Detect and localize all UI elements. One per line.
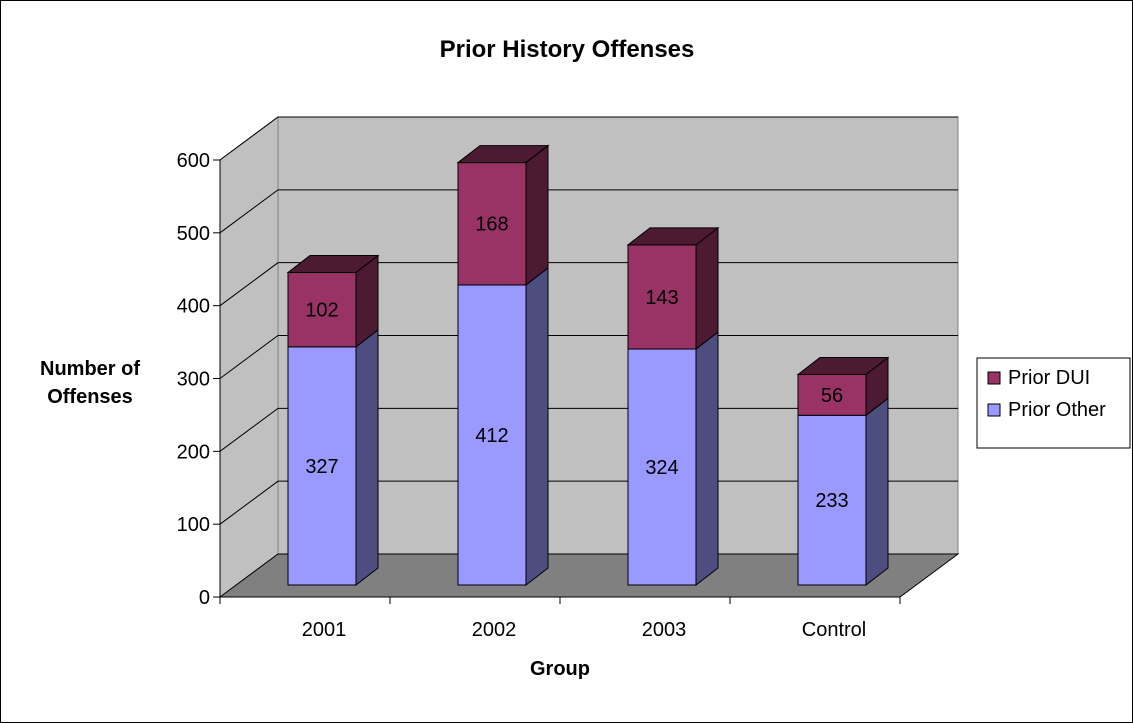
bar-front [627, 348, 697, 586]
data-label: 56 [821, 385, 843, 407]
data-label: 324 [645, 457, 678, 479]
bar-side [865, 397, 889, 587]
data-label: 412 [475, 425, 508, 447]
x-tick-label: 2001 [302, 619, 347, 641]
gridline [219, 189, 958, 234]
bar-side [695, 331, 719, 587]
y-tick-label: 500 [177, 223, 210, 245]
gridline [219, 262, 958, 307]
y-tick-label: 0 [199, 587, 210, 609]
legend-swatch [987, 403, 1001, 417]
legend-box [976, 357, 1131, 449]
y-axis-title-line-2: Offenses [47, 386, 133, 408]
bar-front [457, 284, 527, 586]
data-label: 102 [305, 300, 338, 322]
data-label: 327 [305, 456, 338, 478]
bars [286, 144, 890, 587]
y-tick-label: 100 [177, 514, 210, 536]
bar-top [286, 255, 380, 274]
legend-label: Prior Other [1008, 399, 1106, 421]
x-tick-label: 2002 [472, 619, 517, 641]
data-label: 168 [475, 214, 508, 236]
chart-title: Prior History Offenses [440, 36, 695, 63]
data-label: 233 [815, 490, 848, 512]
x-axis: 2001 2002 2003 Control [219, 596, 901, 641]
y-tick-label: 400 [177, 296, 210, 318]
bar-side [525, 144, 549, 286]
gridline [219, 116, 958, 161]
gridline [219, 480, 958, 525]
gridlines [219, 116, 958, 525]
bar-side [525, 266, 549, 587]
data-label: 143 [645, 287, 678, 309]
bar-side [355, 328, 379, 587]
bar-side [695, 226, 719, 351]
gridline [219, 407, 958, 452]
y-tick-label: 200 [177, 441, 210, 463]
bar-top [626, 227, 720, 246]
bar-top [456, 145, 550, 164]
legend-swatch [987, 371, 1001, 385]
x-tick-label: 2003 [642, 619, 687, 641]
data-labels: 327 102 412 168 324 143 233 56 [305, 214, 848, 512]
bar-front [797, 374, 867, 416]
bar-top [796, 357, 890, 376]
y-axis-title-line-1: Number of [40, 358, 140, 380]
y-tick-label: 300 [177, 369, 210, 391]
x-tick-label: Control [802, 619, 866, 641]
gridline [219, 335, 958, 379]
y-tick-label: 600 [177, 150, 210, 172]
bar-front [287, 346, 357, 586]
y-axis: 0 100 200 300 400 500 600 [177, 150, 221, 609]
legend-label: Prior DUI [1008, 367, 1090, 389]
legend: Prior DUI Prior Other [976, 357, 1131, 449]
x-axis-title: Group [530, 658, 590, 680]
